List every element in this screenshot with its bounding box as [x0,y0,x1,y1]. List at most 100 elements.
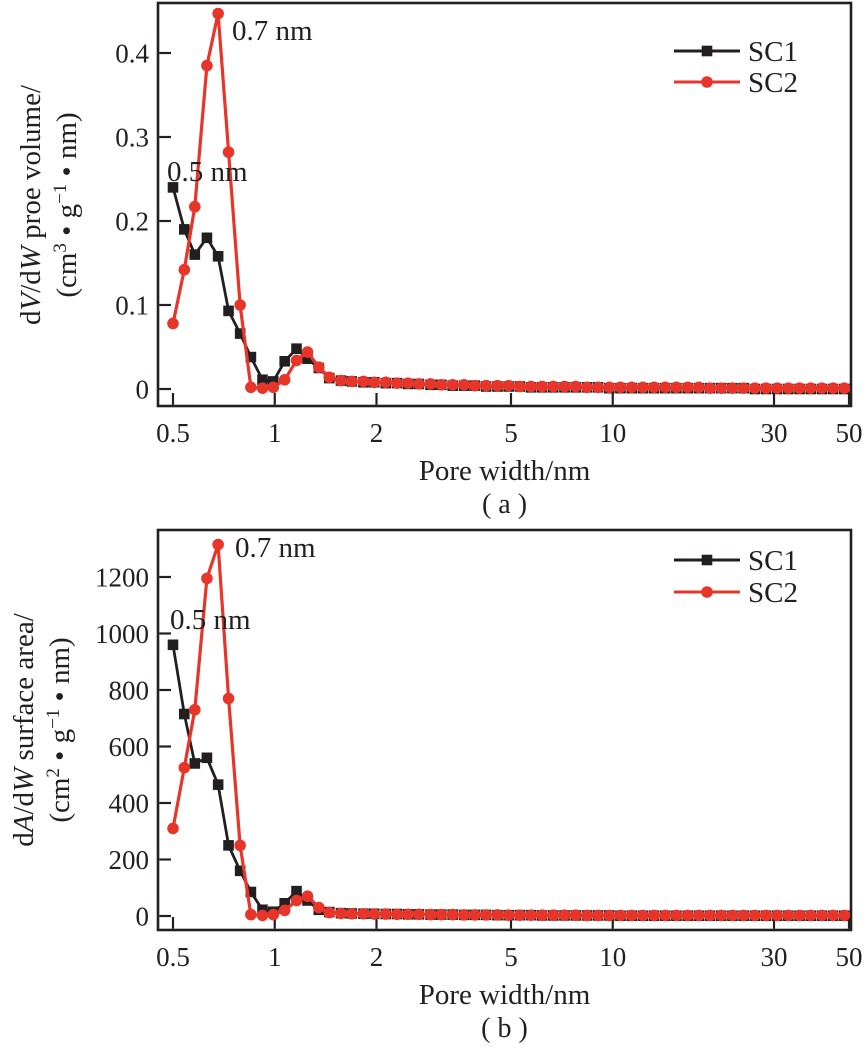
legend-label: SC2 [748,67,798,99]
peak-annotation: 0.5 nm [170,604,251,636]
circle-marker [704,909,716,922]
legend-entry-sc1: SC1 [674,36,798,68]
circle-marker [749,909,761,922]
circle-marker [290,354,303,367]
circle-marker [804,382,817,394]
circle-marker [379,376,392,389]
circle-marker [771,382,783,394]
circle-marker [715,909,728,922]
circle-marker [424,908,437,921]
y-tick-label: 0.1 [115,291,149,321]
x-tick-label: 0.5 [156,418,190,448]
circle-marker [737,382,750,394]
circle-marker [469,379,481,392]
circle-marker [167,822,179,835]
circle-marker [614,381,627,394]
circle-marker [256,382,269,394]
circle-marker [234,839,246,852]
legend-square-marker [701,554,713,566]
square-marker [167,639,179,651]
legend-entry-sc1: SC1 [674,545,798,577]
circle-marker [737,909,750,922]
circle-marker [782,382,795,394]
legend-label: SC1 [748,545,798,577]
circle-marker [313,361,325,373]
circle-marker [335,907,347,920]
circle-marker [536,380,548,393]
circle-marker [581,381,593,394]
circle-marker [536,909,548,921]
circle-marker [368,908,381,920]
square-marker [167,182,179,193]
y-tick-label: 0.2 [115,207,149,237]
square-marker [189,249,201,260]
x-tick-label: 1 [268,942,282,972]
circle-marker [323,371,336,384]
circle-marker [514,380,526,393]
circle-marker [681,381,694,394]
y-tick-label: 400 [109,789,150,819]
legend-label: SC1 [748,36,798,68]
circle-marker [345,907,358,920]
legend-label: SC2 [748,577,798,609]
square-marker [212,779,224,790]
circle-marker [212,538,224,551]
circle-marker [637,381,649,394]
circle-marker [278,373,291,386]
y-axis-title-line2: (cm3 • g−1 • nm) [50,112,83,297]
square-marker [189,758,201,769]
circle-marker [290,894,303,907]
circle-marker [391,908,403,921]
circle-marker [345,375,358,388]
x-tick-label: 30 [761,418,788,448]
circle-marker [435,908,448,921]
series-sc2 [167,538,851,922]
circle-marker [245,908,257,921]
circle-marker [402,377,414,389]
circle-marker [670,381,683,394]
circle-marker [793,382,806,394]
circle-marker [469,909,481,921]
circle-marker [435,379,448,391]
square-marker [201,752,213,764]
circle-marker [715,382,728,394]
circle-marker [301,346,314,358]
y-tick-label: 0 [136,375,150,405]
peak-annotation: 0.7 nm [232,15,313,47]
square-marker [223,305,234,317]
y-tick-label: 0 [136,902,150,932]
circle-marker [379,908,392,920]
legend-circle-marker [701,586,713,598]
x-tick-label: 0.5 [156,942,190,972]
circle-marker [614,909,627,922]
x-tick-label: 5 [504,942,518,972]
peak-annotation: 0.5 nm [167,156,248,188]
circle-marker [201,59,213,72]
circle-marker [301,890,314,903]
circle-marker [838,382,851,394]
circle-marker [603,909,616,922]
x-tick-label: 10 [599,942,626,972]
square-marker [178,224,190,235]
square-marker [201,232,213,244]
circle-marker [267,381,280,394]
circle-marker [514,909,526,921]
circle-marker [278,904,291,917]
square-marker [267,376,279,387]
circle-marker [245,381,257,394]
circle-marker [502,909,515,921]
circle-marker [693,381,705,394]
circle-marker [827,382,839,394]
circle-marker [592,381,604,394]
circle-marker [201,572,213,585]
circle-marker [625,909,638,922]
circle-marker [659,909,672,922]
circle-marker [569,380,582,393]
y-tick-label: 1200 [95,563,149,593]
circle-marker [603,381,616,394]
circle-marker [637,909,649,922]
